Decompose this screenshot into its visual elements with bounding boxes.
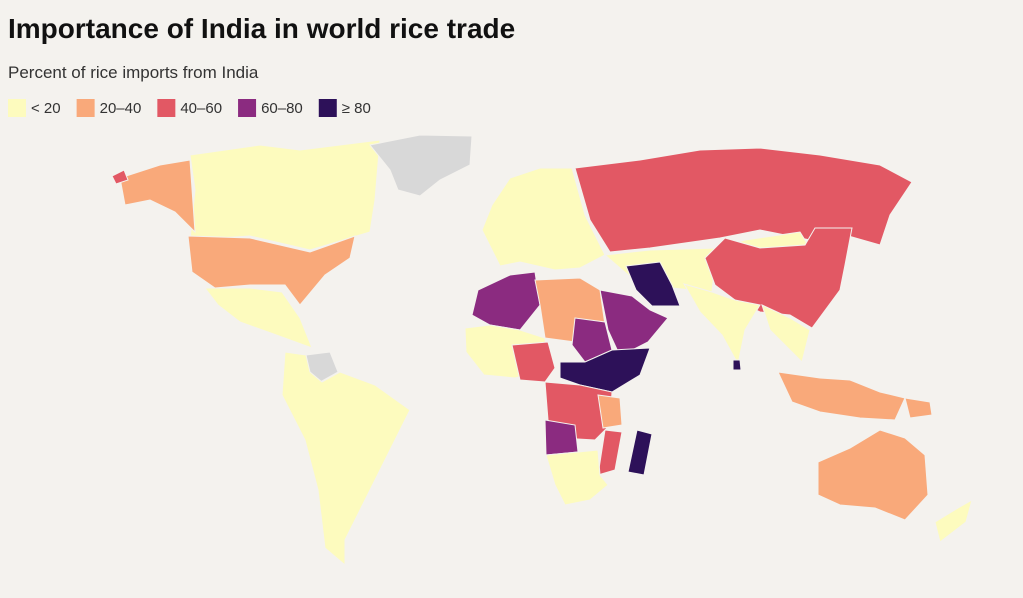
mozambique xyxy=(597,429,623,476)
iran xyxy=(625,261,681,307)
legend-swatch xyxy=(238,99,257,117)
southeast-asia xyxy=(761,304,811,363)
new-zealand xyxy=(934,498,973,543)
south-america xyxy=(281,351,411,567)
central-america xyxy=(203,287,313,349)
legend: < 20 20–40 40–60 60–80 ≥ 80 xyxy=(8,99,371,117)
madagascar xyxy=(627,429,653,476)
world-map xyxy=(111,134,973,567)
legend-label: ≥ 80 xyxy=(342,100,371,117)
australia xyxy=(817,429,929,521)
legend-label: 60–80 xyxy=(261,100,303,117)
sri-lanka xyxy=(732,359,742,371)
legend-label: 40–60 xyxy=(180,100,222,117)
legend-label: 20–40 xyxy=(100,100,142,117)
legend-swatch xyxy=(157,99,176,117)
tanzania xyxy=(597,394,623,429)
north-africa-west xyxy=(471,271,541,331)
india xyxy=(682,283,761,366)
usa xyxy=(187,235,356,306)
russia xyxy=(574,147,913,253)
greenland xyxy=(369,134,473,197)
canada xyxy=(189,139,381,251)
indonesia xyxy=(777,371,906,421)
europe xyxy=(481,167,606,271)
southern-africa xyxy=(545,449,609,506)
papua xyxy=(904,397,933,419)
central-africa xyxy=(511,341,556,383)
aleutian xyxy=(111,169,129,185)
alaska xyxy=(119,159,196,234)
legend-label: < 20 xyxy=(31,100,61,117)
legend-swatch xyxy=(76,99,95,117)
subtitle: Percent of rice imports from India xyxy=(8,63,259,82)
angola xyxy=(544,419,579,456)
east-africa xyxy=(559,347,651,393)
legend-swatch xyxy=(318,99,337,117)
arabia xyxy=(599,289,669,357)
title: Importance of India in world rice trade xyxy=(8,13,515,44)
legend-swatch xyxy=(8,99,26,117)
